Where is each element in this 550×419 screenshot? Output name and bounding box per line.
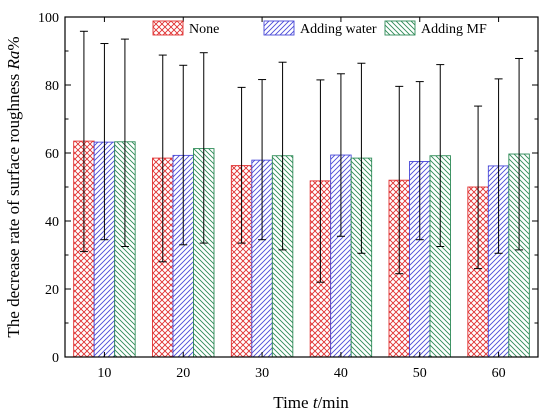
- x-axis-label-suffix: /min: [318, 393, 350, 412]
- x-axis-label-italic: t: [313, 393, 319, 412]
- legend-swatch-2: [384, 20, 416, 36]
- y-tick-label-3: 60: [45, 147, 59, 162]
- x-tick-label-4: 50: [413, 366, 427, 381]
- y-tick-label-4: 80: [45, 79, 59, 94]
- x-tick-label-2: 30: [255, 366, 269, 381]
- x-tick-label-0: 10: [97, 366, 111, 381]
- legend-label-1: Adding water: [300, 22, 377, 37]
- x-tick-label-1: 20: [176, 366, 190, 381]
- error-bars-group: [79, 30, 524, 283]
- y-axis-label-italic: Ra: [4, 51, 23, 71]
- y-tick-label-0: 0: [52, 351, 59, 366]
- bars-group: [73, 140, 530, 358]
- y-tick-label-2: 40: [45, 215, 59, 230]
- legend: None Adding water Adding MF: [152, 20, 487, 37]
- y-tick-label-5: 100: [38, 11, 59, 26]
- x-tick-label-3: 40: [334, 366, 348, 381]
- x-axis-label-prefix: Time: [273, 393, 313, 412]
- legend-swatch-1: [263, 20, 295, 36]
- y-axis-label-suffix: %: [4, 36, 23, 50]
- legend-label-0: None: [189, 22, 219, 37]
- y-axis-label-prefix: The decrease rate of surface roughness: [4, 69, 23, 337]
- legend-swatch-0: [152, 20, 184, 36]
- legend-label-2: Adding MF: [421, 22, 487, 37]
- y-tick-label-1: 20: [45, 283, 59, 298]
- x-tick-label-5: 60: [492, 366, 506, 381]
- y-axis-label: The decrease rate of surface roughness R…: [4, 36, 23, 337]
- x-axis-label: Time t/min: [273, 393, 349, 412]
- axes-group: 0 20 40 60 80 100 10 20 30 40 50 60: [38, 11, 539, 381]
- plot-frame: [64, 16, 539, 358]
